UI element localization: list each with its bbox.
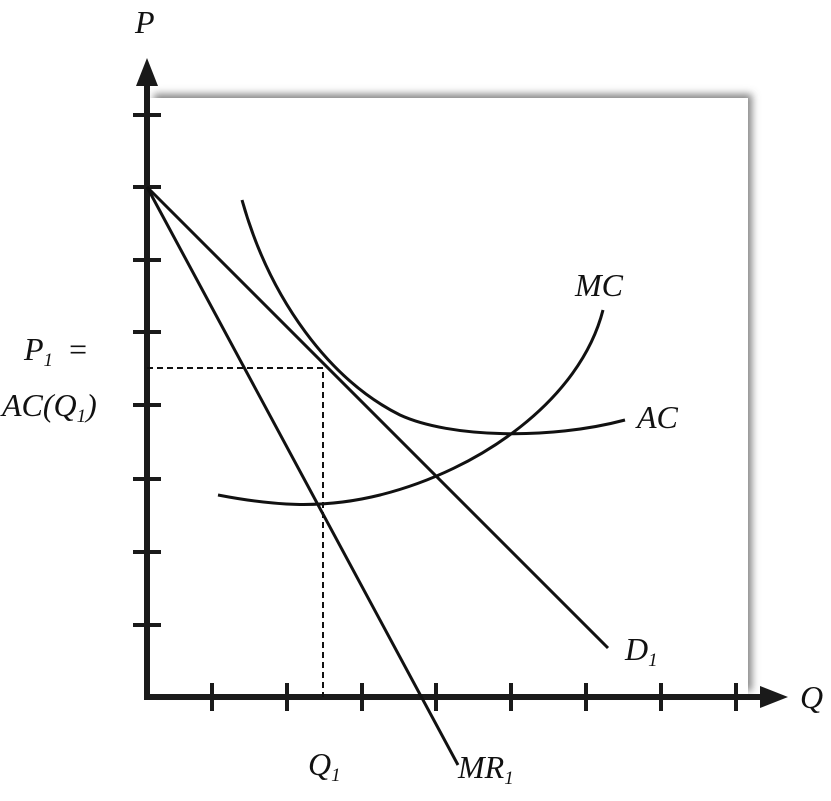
axes [133, 58, 788, 711]
curve-label: MR1 [457, 749, 514, 789]
label-text: P [23, 331, 44, 367]
label-suffix: = [67, 331, 89, 367]
price-label: P1 = [23, 331, 89, 371]
curve-label: MC [574, 267, 624, 303]
label-subscript: 1 [648, 650, 658, 671]
marginal-cost-curve [217, 309, 605, 506]
price-label-line2: AC(Q1) [0, 387, 97, 427]
curve-label: AC [635, 399, 679, 435]
label-text: AC(Q [0, 387, 77, 423]
label-text: AC [635, 399, 679, 435]
quantity-label: Q1 [308, 746, 341, 786]
marginal-revenue-curve [145, 186, 460, 766]
label-text: D [624, 631, 648, 667]
x-axis-label: Q [800, 679, 823, 715]
average-cost-curve [240, 199, 626, 436]
label-text: Q [308, 746, 331, 782]
guide-lines [147, 367, 324, 697]
label-subscript: 1 [77, 406, 87, 427]
label-subscript: 1 [44, 350, 54, 371]
y-axis-label: P [134, 4, 155, 40]
label-text: MR [457, 749, 505, 785]
curve-label: D1 [624, 631, 658, 671]
label-text: MC [574, 267, 624, 303]
label-subscript: 1 [331, 765, 341, 786]
label-suffix: ) [84, 387, 97, 423]
plot-area [150, 98, 748, 695]
demand-curve [145, 185, 610, 650]
label-subscript: 1 [504, 768, 514, 789]
